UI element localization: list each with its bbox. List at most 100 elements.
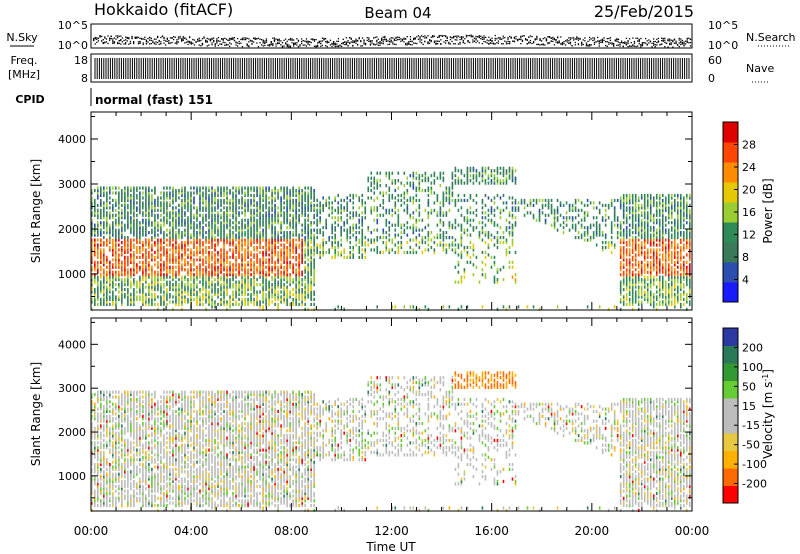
power-point [235, 248, 237, 252]
power-point [154, 216, 156, 220]
power-point [172, 265, 174, 269]
power-point [181, 218, 183, 222]
power-point [229, 235, 231, 240]
power-point [115, 218, 117, 222]
power-point [460, 255, 463, 259]
power-point [172, 188, 174, 193]
power-point [118, 278, 120, 282]
power-point [247, 198, 249, 203]
power-point [148, 300, 150, 304]
sky-noise-point [158, 40, 160, 42]
sky-noise-point [392, 37, 394, 39]
power-point [118, 231, 120, 235]
power-point [238, 290, 240, 294]
power-point [142, 211, 144, 215]
power-point [157, 216, 159, 220]
power-point [118, 265, 120, 269]
power-point [196, 235, 198, 240]
power-point [397, 193, 400, 198]
power-point [400, 240, 403, 245]
power-point [412, 238, 415, 242]
power-point [172, 268, 174, 272]
power-point [286, 198, 288, 203]
power-point [214, 243, 216, 247]
sky-noise-point [181, 40, 183, 42]
power-point [109, 302, 111, 306]
power-point [298, 292, 300, 297]
power-point [112, 228, 114, 232]
power-point [211, 226, 213, 230]
power-point [184, 295, 186, 299]
power-point [295, 198, 297, 203]
power-point [166, 243, 168, 247]
power-point [313, 263, 315, 267]
power-point [337, 305, 340, 309]
sky-noise-point [256, 38, 258, 40]
sky-noise-point [93, 37, 95, 40]
sky-noise-point [587, 45, 589, 47]
power-point [259, 235, 261, 240]
power-point [265, 300, 267, 304]
power-point [286, 186, 288, 190]
power-point [97, 211, 99, 215]
power-point [262, 300, 264, 304]
power-point [136, 238, 138, 242]
power-point [217, 270, 219, 274]
power-point [265, 258, 267, 262]
power-point [280, 283, 282, 287]
power-point [289, 278, 291, 282]
power-point [280, 223, 282, 227]
sky-noise-point [502, 35, 504, 37]
sky-noise-point [435, 40, 437, 42]
power-point [226, 233, 228, 237]
power-point [154, 275, 156, 279]
power-point [235, 243, 237, 247]
power-point [91, 250, 93, 255]
sky-noise-point [289, 39, 292, 41]
power-point [94, 275, 96, 279]
power-point [358, 238, 361, 242]
power-point [331, 235, 333, 240]
sky-noise-point [160, 41, 162, 43]
power-point [247, 238, 249, 242]
sky-noise-point [265, 39, 268, 42]
sky-noise-point [125, 41, 127, 44]
power-point [160, 302, 162, 306]
power-point [121, 233, 123, 237]
power-point [406, 198, 409, 203]
sky-noise-point [574, 38, 576, 40]
power-point [121, 290, 123, 294]
power-point [175, 265, 177, 269]
sky-noise-point [145, 43, 148, 45]
power-point [151, 208, 153, 212]
power-point [142, 243, 144, 247]
sky-noise-point [485, 41, 487, 43]
power-point [301, 193, 303, 198]
sky-noise-point [593, 39, 596, 41]
sky-noise-point [664, 45, 666, 48]
power-point [169, 285, 171, 289]
power-point [409, 250, 412, 255]
sky-noise-point [384, 38, 386, 41]
power-point [400, 203, 403, 207]
power-point [334, 228, 337, 232]
power-point [451, 198, 454, 203]
power-point [205, 248, 207, 252]
power-point [307, 270, 309, 274]
power-point [310, 255, 312, 259]
power-point [133, 188, 135, 193]
sky-noise-point [283, 45, 285, 47]
sky-noise-point [189, 36, 191, 39]
sky-noise-point [574, 44, 576, 46]
power-point [259, 216, 261, 220]
power-point [316, 218, 318, 222]
power-point [223, 211, 225, 215]
power-point [262, 186, 264, 190]
sky-noise-point [448, 43, 450, 45]
power-point [139, 275, 141, 279]
power-point [112, 203, 114, 207]
power-point [115, 213, 117, 217]
sky-noise-point [470, 35, 472, 38]
power-point [433, 208, 436, 212]
power-point [103, 231, 105, 235]
